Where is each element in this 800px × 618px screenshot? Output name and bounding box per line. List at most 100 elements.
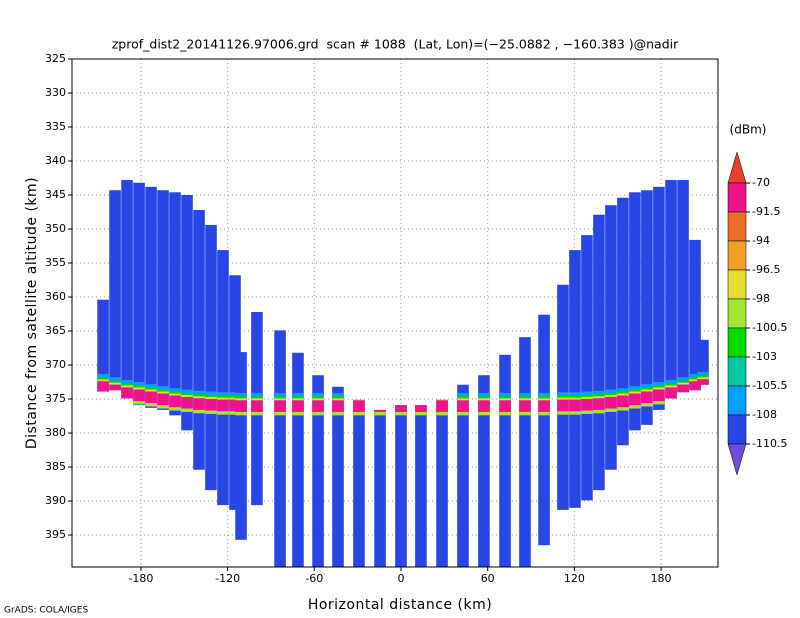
- surface-echo: [217, 395, 229, 398]
- surface-echo: [274, 398, 286, 401]
- surface-echo: [251, 392, 263, 397]
- surface-echo: [629, 389, 641, 392]
- y-tick-label: 385: [45, 460, 66, 473]
- surface-echo: [157, 391, 169, 394]
- surface-echo: [457, 411, 469, 416]
- surface-echo: [605, 396, 617, 409]
- surface-echo: [193, 390, 205, 395]
- beam: [97, 299, 109, 392]
- beam: [121, 180, 133, 399]
- colorbar-segment: [727, 298, 747, 329]
- colorbar-segment: [727, 414, 747, 445]
- colorbar-tick-label: -94: [752, 234, 770, 247]
- surface-echo: [457, 392, 469, 397]
- beam: [629, 192, 641, 431]
- surface-echo: [689, 377, 701, 380]
- surface-echo: [569, 392, 581, 396]
- surface-echo: [689, 381, 701, 391]
- surface-echo: [193, 396, 205, 399]
- y-tick-label: 330: [45, 86, 66, 99]
- beam: [436, 399, 448, 567]
- surface-echo: [157, 405, 169, 409]
- beam: [617, 197, 629, 446]
- surface-echo: [312, 392, 324, 397]
- surface-echo: [593, 390, 605, 395]
- surface-echo: [312, 398, 324, 401]
- surface-echo: [415, 411, 427, 416]
- surface-echo: [235, 396, 247, 399]
- y-tick-label: 380: [45, 426, 66, 439]
- surface-echo: [653, 385, 665, 388]
- y-tick-label: 355: [45, 256, 66, 269]
- surface-echo: [217, 399, 229, 412]
- surface-echo: [292, 400, 304, 412]
- surface-echo: [109, 377, 121, 381]
- surface-echo: [593, 394, 605, 397]
- surface-echo: [557, 395, 569, 398]
- surface-echo: [478, 398, 490, 401]
- surface-echo: [457, 396, 469, 399]
- surface-echo: [538, 398, 550, 401]
- colorbar-segment: [727, 182, 747, 213]
- surface-echo: [133, 385, 145, 388]
- surface-echo: [292, 398, 304, 401]
- surface-echo: [251, 396, 263, 399]
- colorbar-tick-label: -96.5: [752, 263, 780, 276]
- surface-echo: [235, 398, 247, 401]
- beam: [605, 205, 617, 470]
- surface-echo: [557, 399, 569, 412]
- surface-echo: [292, 411, 304, 416]
- surface-echo: [557, 411, 569, 415]
- surface-echo: [665, 379, 677, 384]
- y-tick-label: 365: [45, 324, 66, 337]
- beam: [519, 337, 531, 567]
- surface-echo: [274, 411, 286, 416]
- x-tick-label: -60: [305, 572, 323, 585]
- y-tick-label: 350: [45, 222, 66, 235]
- colorbar-tick-label: -103: [752, 350, 777, 363]
- surface-echo: [181, 389, 193, 393]
- surface-echo: [274, 400, 286, 412]
- surface-echo: [665, 387, 677, 399]
- surface-echo: [641, 384, 653, 388]
- surface-echo: [312, 411, 324, 416]
- beam: [133, 182, 145, 406]
- x-tick-label: 120: [564, 572, 585, 585]
- surface-echo: [677, 380, 689, 383]
- beam: [274, 330, 286, 567]
- surface-echo: [665, 383, 677, 386]
- colorbar-segment: [727, 327, 747, 358]
- colorbar-cap: [727, 443, 747, 476]
- surface-echo: [538, 400, 550, 412]
- surface-echo: [653, 389, 665, 402]
- y-tick-label: 390: [45, 494, 66, 507]
- surface-echo: [593, 396, 605, 399]
- surface-echo: [641, 391, 653, 404]
- surface-echo: [653, 382, 665, 386]
- surface-echo: [97, 381, 109, 392]
- surface-echo: [593, 409, 605, 414]
- surface-echo: [665, 385, 677, 388]
- surface-echo: [205, 391, 217, 395]
- surface-echo: [145, 384, 157, 388]
- surface-echo: [229, 397, 241, 400]
- surface-echo: [121, 385, 133, 388]
- surface-echo: [217, 397, 229, 400]
- surface-echo: [217, 392, 229, 396]
- surface-echo: [395, 411, 407, 416]
- surface-echo: [499, 396, 511, 399]
- beam: [457, 384, 469, 567]
- beam: [677, 180, 689, 393]
- colorbar-tick-label: -70: [752, 176, 770, 189]
- beam: [665, 180, 677, 399]
- surface-echo: [557, 397, 569, 400]
- surface-echo: [415, 405, 427, 412]
- surface-echo: [292, 396, 304, 399]
- colorbar-segment: [727, 211, 747, 242]
- surface-echo: [332, 396, 344, 399]
- surface-echo: [157, 389, 169, 392]
- colorbar-tick-label: -100.5: [752, 321, 787, 334]
- surface-echo: [374, 411, 386, 416]
- surface-echo: [193, 398, 205, 410]
